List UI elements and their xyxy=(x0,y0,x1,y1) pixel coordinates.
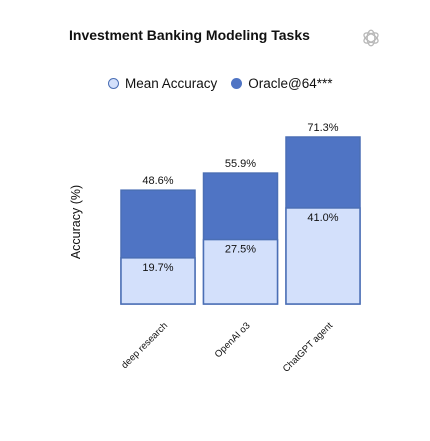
openai-logo-icon xyxy=(363,29,379,47)
data-label-mean-chatgpt-agent: 41.0% xyxy=(307,212,338,224)
legend-label-oracle: Oracle@64*** xyxy=(248,76,333,91)
legend-swatch-mean-accuracy xyxy=(108,78,119,89)
chart-legend: Mean Accuracy Oracle@64*** xyxy=(108,76,347,91)
data-label-oracle-chatgpt-agent: 71.3% xyxy=(307,122,338,134)
bar-mean-chatgpt-agent xyxy=(285,207,361,305)
legend-label-mean-accuracy: Mean Accuracy xyxy=(125,76,218,91)
category-label-openai-o3: OpenAI o3 xyxy=(213,320,253,360)
legend-swatch-oracle xyxy=(231,78,243,89)
data-label-mean-deep-research: 19.7% xyxy=(142,262,173,274)
category-label-chatgpt-agent: ChatGPT agent xyxy=(281,320,336,375)
data-label-oracle-openai-o3: 55.9% xyxy=(225,158,256,170)
legend-item-oracle: Oracle@64*** xyxy=(231,76,333,91)
y-axis-label: Accuracy (%) xyxy=(69,185,83,259)
data-label-oracle-deep-research: 48.6% xyxy=(142,175,173,187)
chart-title: Investment Banking Modeling Tasks xyxy=(69,27,310,43)
bar-mean-openai-o3 xyxy=(202,238,279,305)
data-label-mean-openai-o3: 27.5% xyxy=(225,244,256,256)
bar-mean-deep-research xyxy=(120,257,196,305)
category-label-deep-research: deep research xyxy=(119,320,170,371)
legend-item-mean-accuracy: Mean Accuracy xyxy=(108,76,217,91)
